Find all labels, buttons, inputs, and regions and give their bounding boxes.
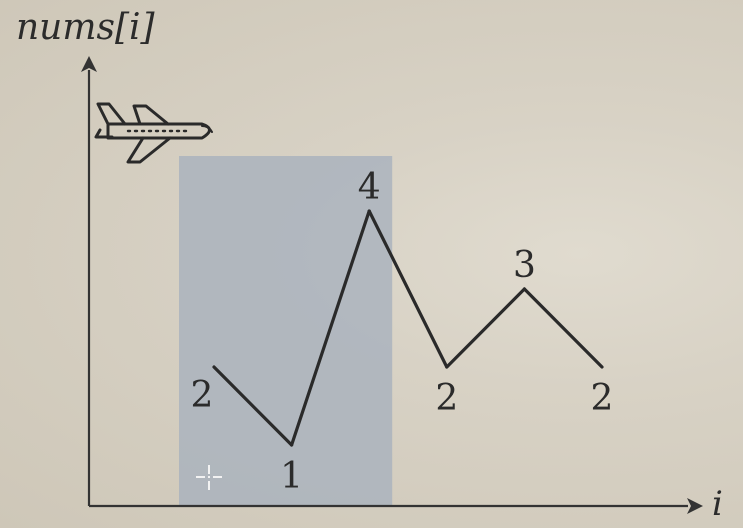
data-label: 2 (591, 378, 614, 419)
x-axis-label: i (712, 484, 723, 524)
crosshair-cursor-icon (196, 465, 222, 490)
data-label: 4 (358, 167, 381, 208)
x-axis-arrow (687, 498, 703, 514)
data-labels-group: 2 1 4 2 3 2 (191, 167, 614, 497)
series-segment (445, 287, 527, 369)
y-axis-arrow (81, 56, 97, 72)
data-label: 3 (513, 245, 536, 286)
series-segment (290, 209, 371, 447)
data-label: 2 (435, 378, 458, 419)
series-line-group (212, 209, 604, 447)
data-label: 2 (191, 375, 214, 416)
series-segment (367, 209, 449, 369)
series-segment (522, 287, 604, 369)
airplane-icon (94, 102, 213, 164)
series-segment (212, 365, 294, 447)
highlight-window (179, 156, 393, 506)
y-axis-label: nums[i] (16, 7, 156, 48)
data-label: 1 (280, 456, 303, 497)
